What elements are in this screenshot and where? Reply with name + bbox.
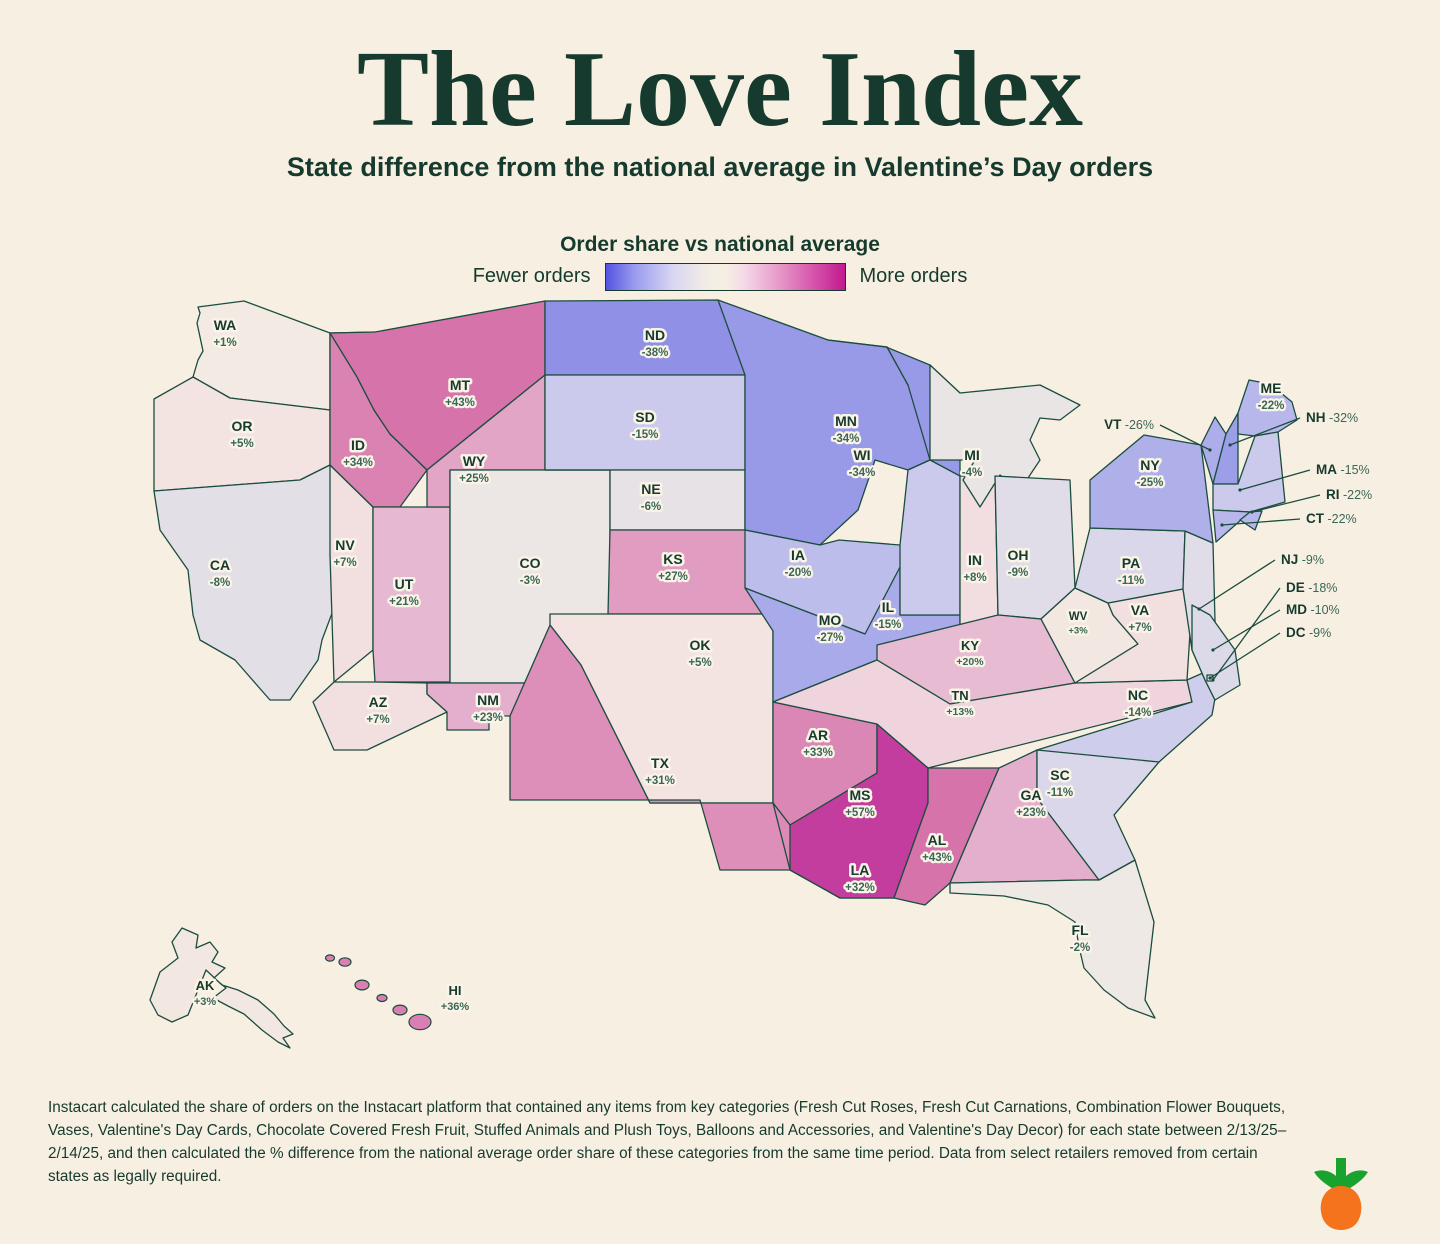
svg-text:-4%: -4% xyxy=(962,467,982,479)
svg-text:NM: NM xyxy=(477,692,499,708)
svg-text:-25%: -25% xyxy=(1137,477,1164,489)
svg-text:+7%: +7% xyxy=(1128,622,1151,634)
svg-text:-34%: -34% xyxy=(849,467,876,479)
svg-text:KY: KY xyxy=(961,638,979,653)
svg-text:NH -32%: NH -32% xyxy=(1306,410,1358,425)
svg-text:+3%: +3% xyxy=(194,996,217,1008)
svg-text:MS: MS xyxy=(850,787,871,803)
svg-text:OR: OR xyxy=(232,418,253,434)
svg-text:MI: MI xyxy=(964,447,980,463)
svg-text:CO: CO xyxy=(520,555,541,571)
svg-text:OK: OK xyxy=(690,637,711,653)
svg-text:+7%: +7% xyxy=(333,557,356,569)
svg-text:MN: MN xyxy=(835,413,857,429)
svg-text:HI: HI xyxy=(449,983,462,998)
svg-text:+8%: +8% xyxy=(963,572,986,584)
svg-text:-20%: -20% xyxy=(785,567,812,579)
svg-text:-27%: -27% xyxy=(817,632,844,644)
svg-text:VT -26%: VT -26% xyxy=(1104,417,1154,432)
svg-text:+43%: +43% xyxy=(922,852,952,864)
svg-text:WA: WA xyxy=(214,317,237,333)
svg-text:+57%: +57% xyxy=(845,807,875,819)
svg-text:+31%: +31% xyxy=(645,775,675,787)
svg-text:WY: WY xyxy=(463,453,486,469)
svg-text:KS: KS xyxy=(663,551,682,567)
svg-text:-3%: -3% xyxy=(520,575,540,587)
svg-text:+33%: +33% xyxy=(803,747,833,759)
svg-text:-38%: -38% xyxy=(642,347,669,359)
svg-text:ND: ND xyxy=(645,327,665,343)
svg-text:NJ -9%: NJ -9% xyxy=(1281,552,1324,567)
svg-text:RI -22%: RI -22% xyxy=(1326,487,1372,502)
svg-text:PA: PA xyxy=(1122,555,1140,571)
svg-text:CT -22%: CT -22% xyxy=(1306,511,1357,526)
svg-text:+5%: +5% xyxy=(688,657,711,669)
svg-text:MA -15%: MA -15% xyxy=(1316,462,1370,477)
svg-text:NE: NE xyxy=(641,481,660,497)
svg-text:NV: NV xyxy=(335,537,355,553)
svg-text:AK: AK xyxy=(196,978,215,993)
svg-text:+36%: +36% xyxy=(441,1001,470,1013)
svg-text:MT: MT xyxy=(450,377,471,393)
svg-text:NY: NY xyxy=(1140,457,1160,473)
svg-text:-15%: -15% xyxy=(875,619,902,631)
svg-text:-11%: -11% xyxy=(1047,787,1073,799)
svg-text:+1%: +1% xyxy=(213,337,236,349)
svg-text:MD -10%: MD -10% xyxy=(1286,602,1340,617)
svg-text:CA: CA xyxy=(210,557,230,573)
svg-text:-8%: -8% xyxy=(210,577,230,589)
svg-text:-14%: -14% xyxy=(1125,707,1152,719)
svg-text:AL: AL xyxy=(928,832,947,848)
svg-text:UT: UT xyxy=(395,576,414,592)
svg-text:IA: IA xyxy=(791,547,805,563)
svg-text:DC -9%: DC -9% xyxy=(1286,625,1331,640)
svg-text:FL: FL xyxy=(1071,922,1089,938)
svg-text:SC: SC xyxy=(1050,767,1069,783)
svg-text:WI: WI xyxy=(853,447,870,463)
svg-text:+20%: +20% xyxy=(956,656,984,668)
svg-text:NC: NC xyxy=(1128,687,1148,703)
svg-text:+5%: +5% xyxy=(230,438,253,450)
svg-text:-2%: -2% xyxy=(1070,942,1090,954)
svg-text:+25%: +25% xyxy=(459,473,489,485)
svg-text:+34%: +34% xyxy=(343,457,373,469)
svg-text:+7%: +7% xyxy=(366,714,389,726)
svg-text:GA: GA xyxy=(1021,787,1042,803)
svg-text:ID: ID xyxy=(351,437,365,453)
svg-text:WV: WV xyxy=(1069,611,1088,623)
svg-text:AZ: AZ xyxy=(369,694,388,710)
svg-text:IL: IL xyxy=(882,599,895,615)
svg-text:+21%: +21% xyxy=(389,596,419,608)
svg-text:-34%: -34% xyxy=(833,433,860,445)
svg-text:TN: TN xyxy=(951,688,968,703)
svg-text:-22%: -22% xyxy=(1258,400,1285,412)
svg-text:AR: AR xyxy=(808,727,828,743)
svg-text:-9%: -9% xyxy=(1008,567,1028,579)
svg-text:TX: TX xyxy=(651,755,670,771)
svg-text:+23%: +23% xyxy=(1016,807,1046,819)
svg-text:+32%: +32% xyxy=(845,882,875,894)
svg-text:-15%: -15% xyxy=(632,429,659,441)
svg-text:SD: SD xyxy=(635,409,654,425)
svg-text:IN: IN xyxy=(968,552,982,568)
svg-text:+43%: +43% xyxy=(445,397,475,409)
svg-text:+13%: +13% xyxy=(946,706,974,718)
svg-text:+23%: +23% xyxy=(473,712,503,724)
svg-text:+27%: +27% xyxy=(658,571,688,583)
svg-text:LA: LA xyxy=(851,862,870,878)
svg-text:-6%: -6% xyxy=(641,501,661,513)
svg-text:+3%: +3% xyxy=(1068,626,1088,637)
svg-text:DE -18%: DE -18% xyxy=(1286,580,1337,595)
svg-text:-11%: -11% xyxy=(1118,575,1144,587)
svg-text:OH: OH xyxy=(1008,547,1029,563)
svg-text:ME: ME xyxy=(1261,380,1282,396)
svg-text:MO: MO xyxy=(819,612,842,628)
svg-text:VA: VA xyxy=(1131,602,1149,618)
